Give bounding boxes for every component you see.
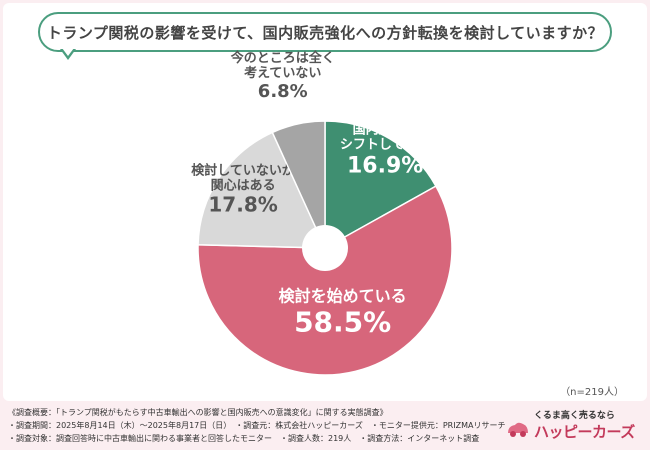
pie-slice <box>324 120 437 250</box>
question-title: トランプ関税の影響を受けて、国内販売強化への方針転換を検討していますか？ <box>38 12 612 52</box>
slice-value: 58.5% <box>294 306 391 339</box>
slice-label: 国内販売へ <box>353 122 418 138</box>
pie-slice <box>197 185 453 376</box>
slice-value: 16.9% <box>347 154 423 179</box>
slice-label: 関心はある <box>211 178 276 193</box>
slice-label: シフトしている <box>340 138 431 153</box>
footer-line: ・調査対象：調査回答時に中古車輸出に関わる事業者と回答したモニター ・調査人数：… <box>8 434 480 443</box>
slice-label: 検討していないが <box>191 162 295 178</box>
donut-hole <box>302 225 348 271</box>
brand-logo: くるま高く売るなら ハッピーカーズ <box>506 408 646 446</box>
sample-size: （n=219人） <box>560 387 624 398</box>
pie-slice <box>271 120 326 249</box>
brand-tagline: くるま高く売るなら <box>534 411 615 421</box>
slice-label: 今のところは全く <box>230 50 335 66</box>
survey-footer: 《調査概要：「トランプ関税がもたらす中古車輸出への影響と国内販売への意識変化」に… <box>8 406 506 445</box>
pie-slice <box>197 131 327 249</box>
car-icon <box>508 422 528 437</box>
slice-value: 6.8% <box>258 81 308 102</box>
slice-label: 検討を始めている <box>279 287 407 306</box>
slice-label: すでに <box>366 108 405 123</box>
brand-name: ハッピーカーズ <box>534 423 635 441</box>
footer-line: ・調査期間：2025年8月14日（木）〜2025年8月17日（日） ・調査元：株… <box>8 421 506 430</box>
slice-label: 考えていない <box>244 65 321 81</box>
footer-line: 《調査概要：「トランプ関税がもたらす中古車輸出への影響と国内販売への意識変化」に… <box>8 408 388 417</box>
slice-value: 17.8% <box>208 192 277 216</box>
